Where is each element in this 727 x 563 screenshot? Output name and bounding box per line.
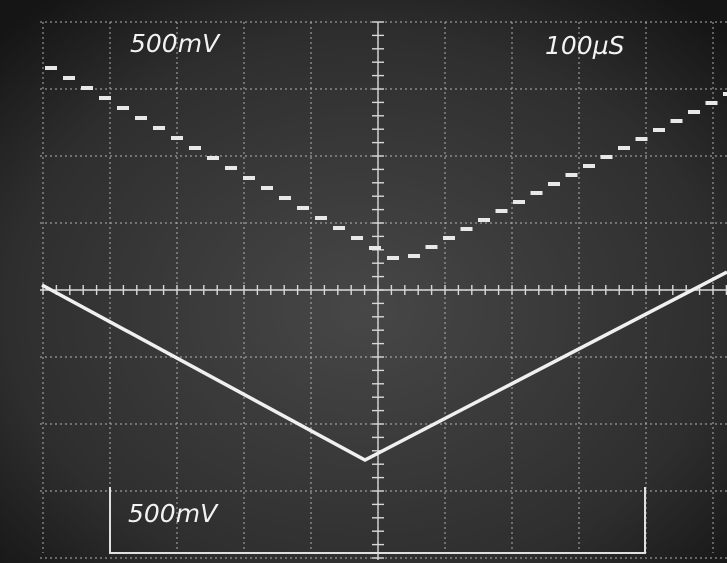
channel2-scale: 500mV (128, 499, 219, 528)
oscilloscope-screen: 500mV 100µS 500mV (0, 0, 727, 563)
screen-background (0, 0, 727, 563)
channel1-scale: 500mV (130, 29, 221, 58)
timebase: 100µS (545, 31, 625, 60)
